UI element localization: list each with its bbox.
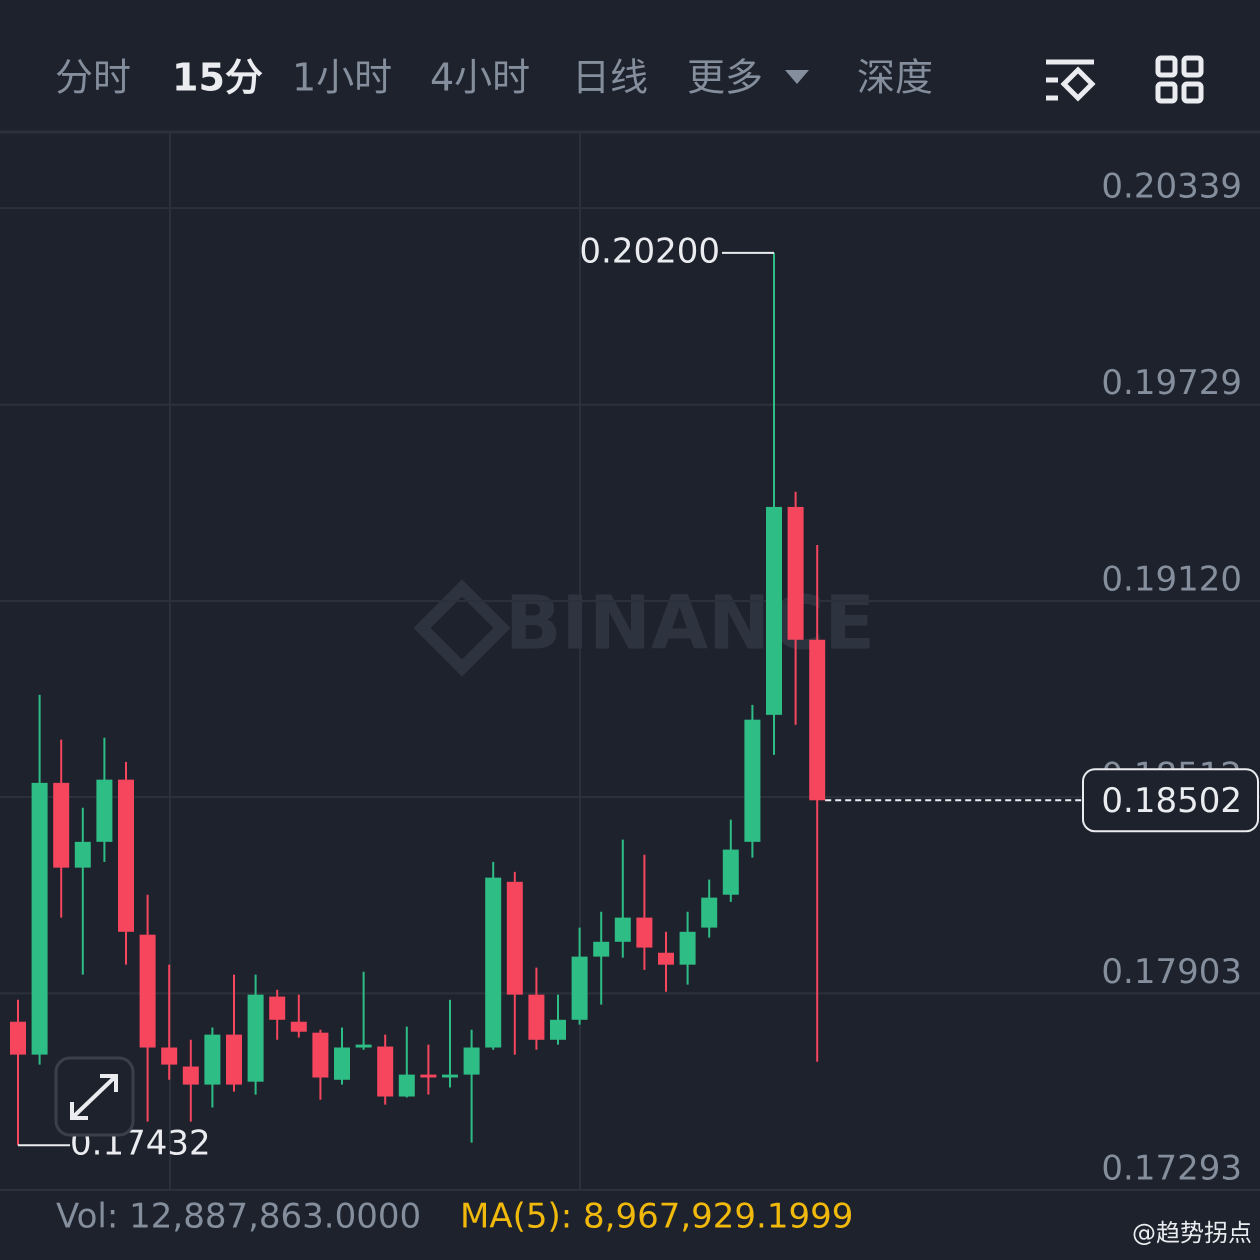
last-price-box (1082, 768, 1259, 833)
candle-body (442, 1074, 458, 1078)
candle-body (269, 996, 286, 1020)
dropdown-arrow[interactable] (785, 70, 809, 84)
candle-body (290, 1021, 307, 1032)
candle-body (679, 931, 696, 965)
tab[interactable]: 15分 (172, 56, 263, 100)
tab[interactable]: 深度 (857, 56, 933, 100)
candle-body (74, 841, 91, 868)
tab[interactable]: 日线 (572, 56, 648, 100)
volume-text: Vol: 12,887,863.0000 (56, 1197, 421, 1237)
candle-body (204, 1034, 221, 1085)
candle-body (766, 506, 782, 715)
candle-body (139, 934, 156, 1048)
candle-body (593, 941, 610, 957)
candle-body (506, 881, 523, 995)
candle-body (571, 956, 588, 1020)
candle-body (722, 849, 739, 895)
candle-body (31, 782, 48, 1055)
candle-body (161, 1047, 178, 1065)
candle-body (355, 1044, 372, 1048)
layout-icon[interactable] (1155, 55, 1204, 104)
candle-body (182, 1066, 199, 1085)
candle-body (420, 1074, 437, 1078)
settings-icon[interactable] (1046, 59, 1096, 102)
candle-body (53, 782, 70, 868)
tab[interactable]: 4小时 (430, 56, 530, 100)
tab[interactable]: 更多 (687, 56, 763, 100)
y-tick-label: 0.17903 (1101, 952, 1242, 992)
high-label: 0.20200 (579, 231, 720, 271)
y-tick-label: 0.19729 (1101, 363, 1242, 403)
y-tick-label: 0.19120 (1101, 560, 1242, 600)
candle-body (226, 1034, 242, 1085)
candle-body (614, 917, 631, 942)
candle-body (550, 1019, 566, 1040)
y-tick-label: 0.20339 (1101, 167, 1242, 207)
candle-body (312, 1032, 329, 1078)
ma-text: MA(5): 8,967,929.1999 (460, 1197, 853, 1237)
candle-body (787, 506, 804, 640)
credit: @趋势拐点 (1132, 1219, 1252, 1247)
last-price-label: 0.18502 (1101, 781, 1242, 821)
tab-bar: 分时 15分 1小时 4小时 日线 更多 深度 (55, 56, 933, 100)
candle-body (528, 994, 545, 1040)
candle-body (10, 1021, 26, 1055)
candle-body (744, 719, 761, 842)
plot: 0.172930.179030.185120.191200.197290.203… (0, 167, 1260, 1191)
candle-body (658, 952, 674, 965)
candle-body (247, 994, 264, 1082)
candle-body (377, 1046, 394, 1097)
tab[interactable]: 分时 (55, 56, 131, 100)
watermark-logo (413, 579, 511, 677)
candle-body (96, 779, 113, 842)
candle-body (809, 639, 826, 801)
candle-body (334, 1047, 350, 1080)
y-tick-label: 0.17293 (1101, 1149, 1242, 1189)
candle-body (701, 897, 718, 928)
candle-body (463, 1047, 480, 1075)
candle-body (398, 1074, 415, 1097)
candle-body (118, 779, 134, 932)
candle-body (636, 917, 653, 948)
expand-icon[interactable] (70, 1074, 118, 1120)
tab[interactable]: 1小时 (292, 56, 392, 100)
candle-body (485, 877, 502, 1048)
